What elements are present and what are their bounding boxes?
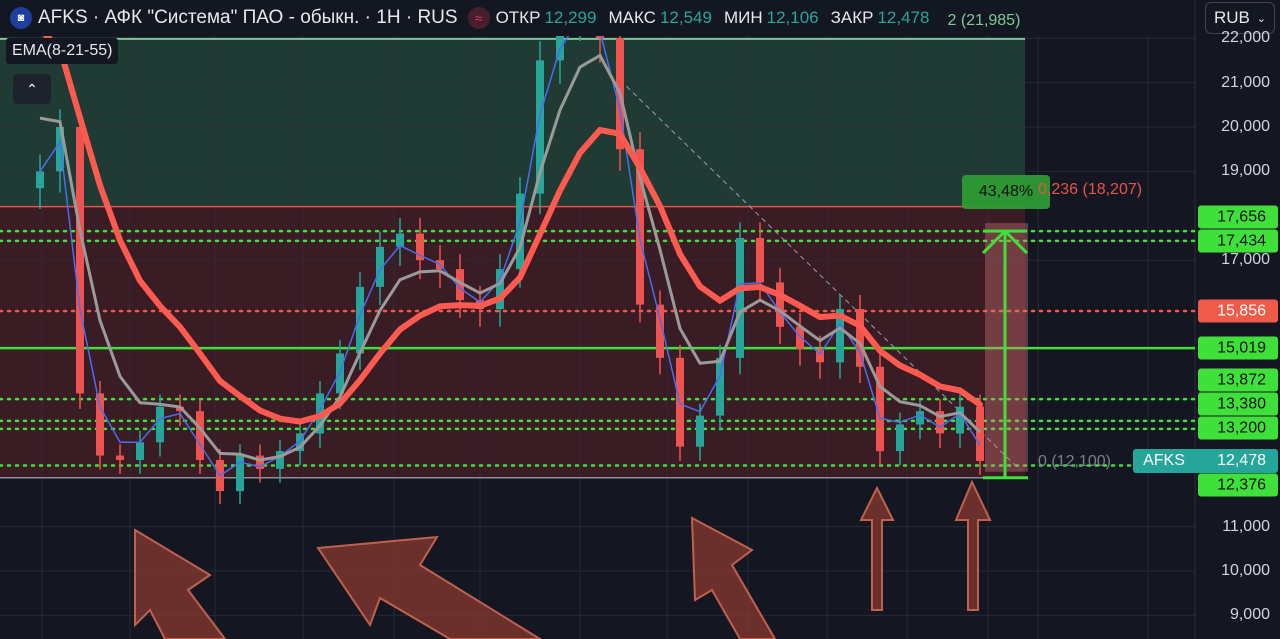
- low-label: МИН: [723, 8, 763, 27]
- candle: [536, 60, 544, 194]
- candle: [636, 149, 644, 305]
- candle: [376, 246, 384, 287]
- open-label: ОТКР: [495, 8, 541, 27]
- candle: [976, 406, 984, 461]
- annotation-arrow-3-icon: [690, 516, 777, 639]
- candle: [916, 411, 924, 425]
- fib-0236-label: 0,236 (18,207): [1038, 181, 1143, 198]
- annotation-arrow-1-icon: [134, 528, 227, 639]
- candle: [456, 269, 464, 301]
- candle: [36, 171, 44, 189]
- candle: [116, 455, 124, 460]
- candle: [776, 282, 784, 327]
- last-price-symbol: AFKS: [1143, 452, 1185, 469]
- candle: [196, 411, 204, 460]
- level-price-tag: 15,019: [1198, 336, 1278, 360]
- y-tick-label: 9,000: [1229, 606, 1270, 624]
- candle: [816, 349, 824, 363]
- candle: [76, 127, 84, 394]
- last-price-tag: AFKS 12,478: [1133, 449, 1278, 473]
- candle: [936, 411, 944, 434]
- candle: [556, 16, 564, 61]
- chevron-down-icon: ⌄: [1256, 12, 1266, 25]
- ema-indicator-legend[interactable]: EMA(8-21-55): [6, 38, 119, 64]
- low-value: 12,106: [766, 8, 819, 27]
- candle: [136, 442, 144, 460]
- candle: [876, 366, 884, 452]
- candle: [896, 424, 904, 452]
- level-price-tag: 13,872: [1198, 368, 1278, 392]
- chevron-up-icon: ⌃: [26, 80, 38, 97]
- level-price-tag: 13,380: [1198, 392, 1278, 416]
- candle: [276, 451, 284, 469]
- y-tick-label: 11,000: [1222, 517, 1270, 535]
- candle: [696, 415, 704, 447]
- last-price-value: 12,478: [1217, 452, 1266, 469]
- annotation-arrow-4-icon: [859, 485, 895, 611]
- y-tick-label: 22,000: [1221, 29, 1270, 47]
- fib-0-label: 0 (12,100): [1038, 453, 1111, 470]
- measure-arrow-head-icon: [981, 228, 1029, 255]
- close-label: ЗАКР: [830, 8, 874, 27]
- symbol-title[interactable]: AFKS · АФК "Система" ПАО - обыкн. · 1H ·…: [38, 7, 458, 28]
- fib-level-2-label: 2 (21,985): [947, 12, 1021, 29]
- y-tick-label: 20,000: [1221, 118, 1270, 135]
- candle: [796, 326, 804, 349]
- candle: [296, 433, 304, 452]
- candle: [716, 357, 724, 416]
- currency-value: RUB: [1214, 8, 1250, 27]
- candle: [516, 193, 524, 270]
- collapse-legend-button[interactable]: ⌃: [13, 74, 51, 104]
- y-tick-label: 10,000: [1221, 562, 1270, 579]
- data-source-icon: ≈: [467, 7, 490, 29]
- candle: [656, 304, 664, 358]
- high-value: 12,549: [659, 8, 712, 27]
- candle: [56, 127, 64, 172]
- ema-55-line: [37, 26, 983, 425]
- candle: [496, 269, 504, 310]
- measure-change-label: 43,48%: [962, 175, 1050, 209]
- candle: [96, 393, 104, 456]
- level-price-tag: 15,856: [1198, 299, 1278, 323]
- candle: [356, 286, 364, 354]
- level-price-tag: 17,434: [1198, 229, 1278, 253]
- level-price-tag: 13,200: [1198, 416, 1278, 440]
- candle: [956, 406, 964, 434]
- candle: [836, 309, 844, 363]
- candle: [856, 309, 864, 367]
- trend-line: [619, 79, 1021, 471]
- symbol-header: ◙ AFKS · АФК "Система" ПАО - обыкн. · 1H…: [0, 0, 1029, 36]
- candle: [396, 233, 404, 247]
- high-label: МАКС: [608, 8, 656, 27]
- level-price-tag: 17,656: [1198, 205, 1278, 229]
- candle: [736, 238, 744, 358]
- candle: [256, 455, 264, 469]
- ohlc-readout: ОТКР 12,299 МАКС 12,549 МИН 12,106 ЗАКР 12,4…: [496, 8, 938, 28]
- close-value: 12,478: [877, 8, 930, 27]
- candle: [756, 238, 764, 283]
- ema-8-line: [39, 17, 981, 477]
- annotation-arrow-2-icon: [316, 535, 542, 639]
- annotation-arrow-5-icon: [954, 479, 992, 611]
- fib-zone-red: [0, 206, 1025, 478]
- currency-select[interactable]: RUB ⌄: [1205, 2, 1275, 34]
- candle: [236, 455, 244, 492]
- y-tick-label: 17,000: [1221, 251, 1270, 269]
- candle: [416, 233, 424, 261]
- candle: [156, 406, 164, 443]
- open-value: 12,299: [544, 8, 597, 27]
- afks-logo-icon: ◙: [10, 7, 32, 29]
- fib-zone-green: [0, 39, 1025, 208]
- level-price-tag: 12,376: [1198, 473, 1278, 497]
- y-tick-label: 21,000: [1221, 73, 1270, 91]
- y-tick-label: 19,000: [1221, 162, 1270, 180]
- ema-21-line: [39, 53, 982, 462]
